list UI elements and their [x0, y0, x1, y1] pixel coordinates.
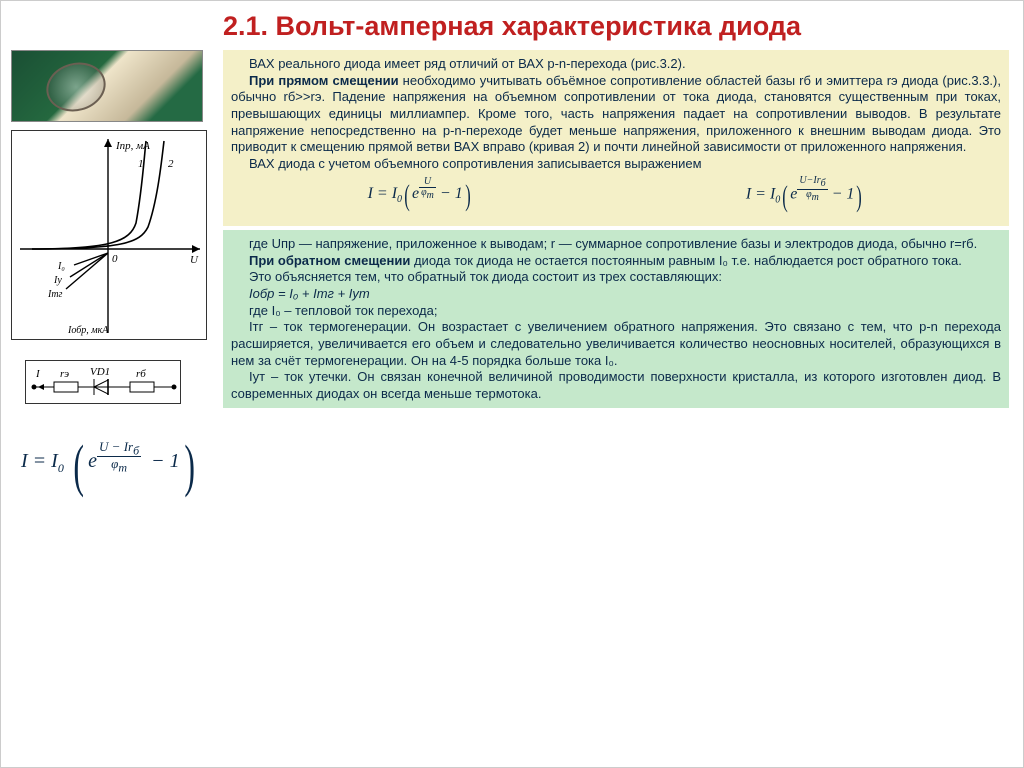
y-bot-label: Iобр, мкA [67, 325, 109, 336]
yellow-panel: ВАХ реального диода имеет ряд отличий от… [223, 50, 1009, 226]
left-column: Iпр, мA U 0 1 2 I₀ Iу Iтг Iобр, мкA [1, 46, 219, 505]
g-p2-lead: При обратном смещении [249, 253, 410, 268]
formula-row: I = I0(eUφт − 1) I = I0(eU−Irбφт − 1) [231, 172, 1001, 220]
svg-text:rэ: rэ [60, 368, 69, 380]
svg-text:I: I [35, 368, 41, 380]
page-title: 2.1. Вольт-амперная характеристика диода [1, 1, 1023, 46]
x-right-label: U [190, 254, 199, 266]
green-panel: где Uпр — напряжение, приложенное к выво… [223, 230, 1009, 408]
origin-label: 0 [112, 253, 118, 265]
rev-label-1: Iу [53, 275, 62, 286]
big-formula: I = I0 (eU − Irбφт − 1) [11, 432, 213, 499]
curve1-label: 1 [138, 158, 144, 170]
y-top-label: Iпр, мA [115, 140, 150, 152]
rev-label-0: I₀ [57, 261, 65, 272]
g-p3: Это объясняется тем, что обратный ток ди… [231, 269, 1001, 286]
svg-text:rб: rб [136, 368, 146, 380]
g-p1: где Uпр — напряжение, приложенное к выво… [231, 236, 1001, 253]
right-column: ВАХ реального диода имеет ряд отличий от… [219, 46, 1023, 505]
diode-photo [11, 50, 203, 122]
svg-text:VD1: VD1 [90, 366, 110, 378]
g-p2: При обратном смещении диода ток диода не… [231, 253, 1001, 270]
rev-label-2: Iтг [47, 289, 63, 300]
vac-graph: Iпр, мA U 0 1 2 I₀ Iу Iтг Iобр, мкA [11, 130, 207, 340]
content-row: Iпр, мA U 0 1 2 I₀ Iу Iтг Iобр, мкA [1, 46, 1023, 505]
curve2-label: 2 [168, 158, 174, 170]
g-eq: Iобр = I₀ + Iтг + Iут [231, 286, 1001, 303]
circuit-diagram: I rэ VD1 rб [25, 360, 181, 404]
g-p2-rest: диода ток диода не остается постоянным р… [410, 253, 961, 268]
g-p4: где I₀ – тепловой ток перехода; [231, 303, 1001, 320]
g-p5: Iтг – ток термогенерации. Он возрастает … [231, 319, 1001, 369]
formula-1: I = I0(eUφт − 1) [368, 177, 473, 215]
y-p3: ВАХ диода с учетом объемного сопротивлен… [231, 156, 1001, 173]
g-p6: Iут – ток утечки. Он связан конечной вел… [231, 369, 1001, 402]
formula-2: I = I0(eU−Irбφт − 1) [746, 176, 865, 216]
y-p2-lead: При прямом смещении [249, 73, 399, 88]
y-p2: При прямом смещении необходимо учитывать… [231, 73, 1001, 156]
y-p1: ВАХ реального диода имеет ряд отличий от… [231, 56, 1001, 73]
